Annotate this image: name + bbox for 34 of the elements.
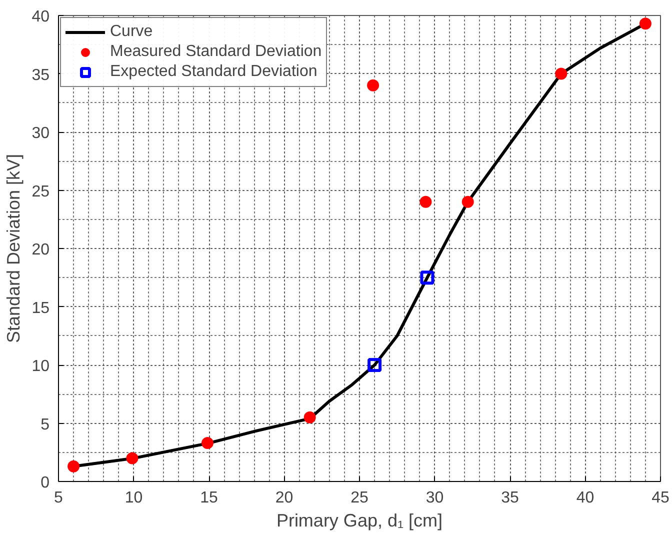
point: [304, 411, 316, 424]
point: [68, 460, 80, 472]
point: [368, 358, 382, 372]
y-tick-label: 35: [32, 66, 50, 84]
point: [420, 270, 434, 285]
y-tick-label: 25: [32, 183, 50, 200]
point: [126, 452, 138, 464]
point: [367, 79, 380, 92]
y-tick-label: 15: [32, 300, 50, 317]
x-tick-label: 5: [54, 490, 64, 506]
point: [201, 437, 214, 450]
x-tick-label: 15: [200, 490, 218, 506]
x-tick-label: 30: [426, 490, 444, 506]
x-tick-label: 40: [576, 490, 594, 506]
y-tick-label: 30: [32, 125, 50, 142]
x-axis-title: Primary Gap, d₁ [cm]: [276, 510, 443, 530]
x-tick-label: 35: [501, 490, 519, 506]
y-axis-title: Standard Deviation [kV]: [4, 154, 24, 344]
point: [639, 18, 652, 30]
y-tick-label: 0: [40, 474, 50, 492]
point: [462, 196, 474, 208]
point: [555, 68, 568, 80]
legend-label: Curve: [110, 23, 153, 41]
legend-label: Expected Standard Deviation: [110, 63, 318, 81]
y-tick-label: 20: [32, 242, 50, 258]
y-tick-label: 10: [32, 358, 50, 375]
y-tick-label: 40: [32, 8, 50, 26]
legend-label: Measured Standard Deviation: [110, 43, 322, 61]
y-tick-label: 5: [40, 416, 50, 434]
x-tick-label: 25: [350, 490, 368, 506]
x-tick-label: 10: [124, 490, 143, 506]
x-tick-label: 20: [275, 490, 294, 506]
point: [420, 196, 432, 208]
x-tick-label: 45: [652, 490, 670, 506]
